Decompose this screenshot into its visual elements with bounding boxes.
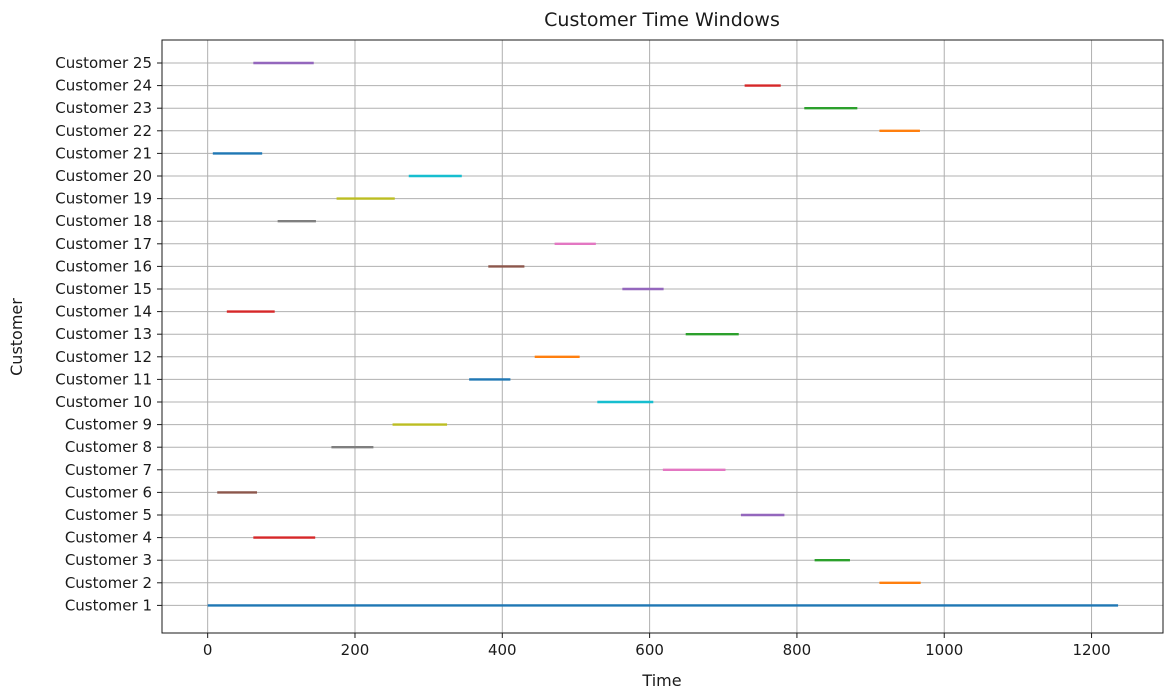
grid-lines xyxy=(162,40,1163,633)
y-tick-label: Customer 24 xyxy=(55,77,152,95)
x-tick-label: 600 xyxy=(635,641,664,659)
x-tick-label: 400 xyxy=(488,641,517,659)
y-tick-label: Customer 5 xyxy=(65,506,152,524)
chart-title: Customer Time Windows xyxy=(544,9,780,31)
y-tick-label: Customer 1 xyxy=(65,596,152,614)
x-tick-label: 1000 xyxy=(925,641,963,659)
y-tick-label: Customer 14 xyxy=(55,303,152,321)
y-tick-label: Customer 23 xyxy=(55,99,152,117)
y-tick-label: Customer 13 xyxy=(55,325,152,343)
y-tick-label: Customer 16 xyxy=(55,257,152,275)
y-tick-label: Customer 9 xyxy=(65,416,152,434)
y-tick-label: Customer 17 xyxy=(55,235,152,253)
y-tick-label: Customer 22 xyxy=(55,122,152,140)
x-tick-label: 800 xyxy=(783,641,812,659)
axis-ticks: 0 200 400 600 800 1000 1200 Customer 1 Customer … xyxy=(55,54,1110,659)
plot-frame xyxy=(161,39,1164,634)
y-tick-label: Customer 2 xyxy=(65,574,152,592)
y-tick-label: Customer 19 xyxy=(55,190,152,208)
y-tick-label: Customer 3 xyxy=(65,551,152,569)
x-tick-label: 0 xyxy=(203,641,213,659)
x-tick-label: 200 xyxy=(341,641,370,659)
y-tick-label: Customer 8 xyxy=(65,438,152,456)
y-tick-label: Customer 10 xyxy=(55,393,152,411)
y-tick-label: Customer 18 xyxy=(55,212,152,230)
x-tick-label: 1200 xyxy=(1072,641,1110,659)
time-window-segments xyxy=(207,61,1119,607)
y-tick-label: Customer 25 xyxy=(55,54,152,72)
y-axis-label: Customer xyxy=(7,298,26,376)
y-tick-label: Customer 4 xyxy=(65,529,152,547)
y-tick-label: Customer 20 xyxy=(55,167,152,185)
y-tick-label: Customer 6 xyxy=(65,483,152,501)
y-tick-label: Customer 7 xyxy=(65,461,152,479)
y-tick-label: Customer 21 xyxy=(55,144,152,162)
y-tick-label: Customer 11 xyxy=(55,370,152,388)
y-tick-label: Customer 12 xyxy=(55,348,152,366)
y-tick-label: Customer 15 xyxy=(55,280,152,298)
x-axis-label: Time xyxy=(641,671,681,690)
